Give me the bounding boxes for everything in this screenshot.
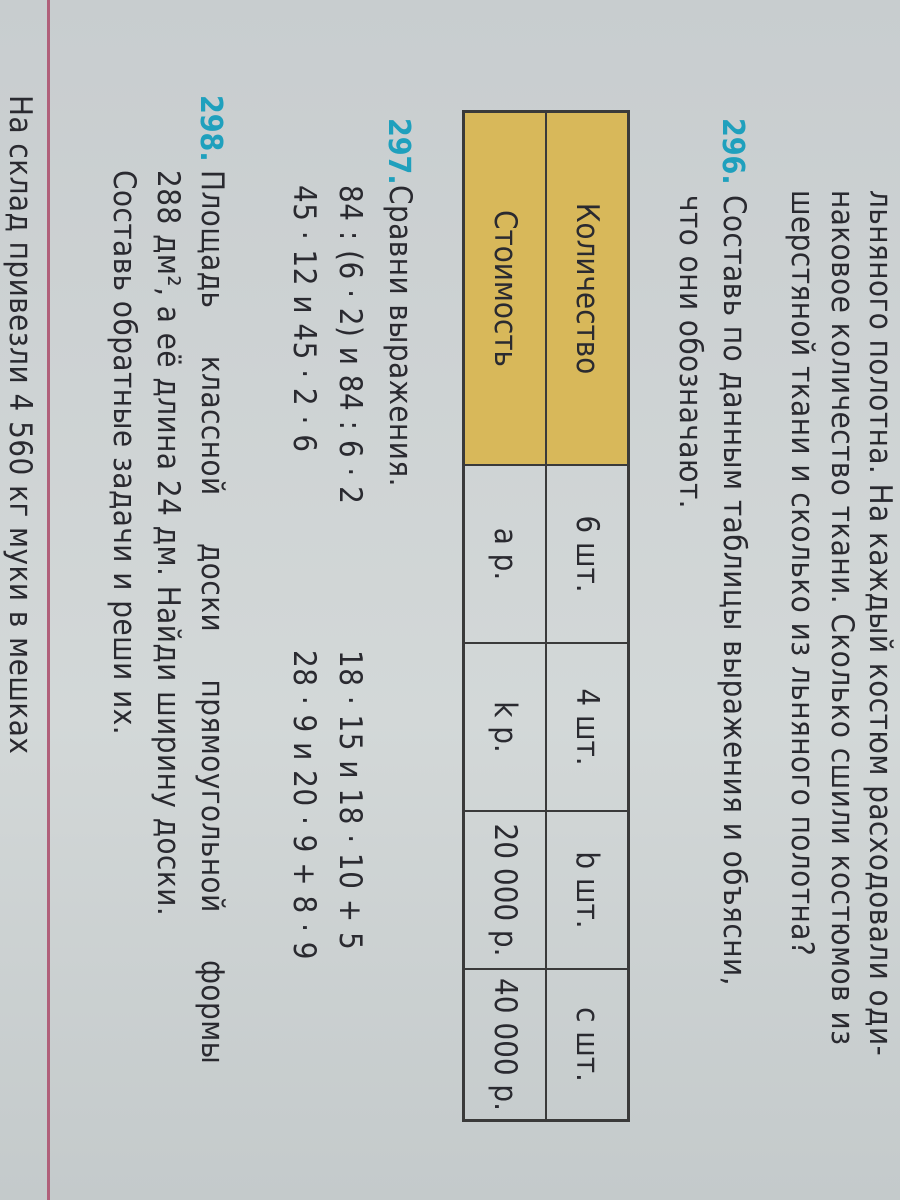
comparison: 28 · 9 и 20 · 9 + 8 · 9 [286, 650, 322, 961]
table-cell: 20 000 р. [463, 811, 546, 969]
comparison: 84 : (6 · 2) и 84 : 6 · 2 [332, 185, 368, 505]
table-header: Стоимость [463, 111, 546, 465]
text-line: На склад привезли 4 560 кг муки в мешках [2, 95, 38, 755]
table-row: Стоимость a р. k р. 20 000 р. 40 000 р. [463, 111, 546, 1121]
price-table: Количество 6 шт. 4 шт. b шт. c шт. Стоим… [462, 110, 630, 1122]
text-line: Составь обратные задачи и реши их. [106, 170, 142, 736]
text-line: 288 дм², а её длина 24 дм. Найди ширину … [150, 170, 186, 917]
text-line: шерстяной ткани и сколько из льняного по… [784, 190, 820, 957]
comparison: 18 · 15 и 18 · 10 + 5 [332, 650, 368, 951]
table-cell: a р. [463, 465, 546, 643]
table-cell: k р. [463, 643, 546, 811]
exercise-number: 297. [381, 118, 416, 185]
table-cell: 4 шт. [546, 643, 629, 811]
text-line: наковое количество ткани. Сколько сшили … [824, 190, 860, 1046]
text-line: льняного полотна. На каждый костюм расхо… [862, 190, 898, 1057]
text-line: что они обозначают. [672, 195, 708, 510]
table-cell: c шт. [546, 969, 629, 1121]
exercise-number: 296. [715, 118, 750, 185]
table-cell: b шт. [546, 811, 629, 969]
comparison: 45 · 12 и 45 · 2 · 6 [286, 185, 322, 453]
table-cell: 40 000 р. [463, 969, 546, 1121]
text-line: Составь по данным таблицы выражения и об… [716, 195, 752, 986]
table-header: Количество [546, 111, 629, 465]
table-row: Количество 6 шт. 4 шт. b шт. c шт. [546, 111, 629, 1121]
text-line: Сравни выражения. [382, 185, 418, 487]
table-cell: 6 шт. [546, 465, 629, 643]
margin-line [47, 0, 50, 1200]
text-line: Площадь классной доски прямоугольной фор… [194, 170, 230, 1065]
exercise-number: 298. [193, 95, 228, 162]
